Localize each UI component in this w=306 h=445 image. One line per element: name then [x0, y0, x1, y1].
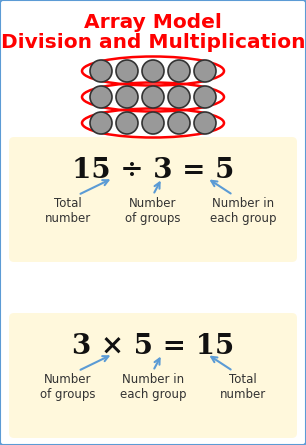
Circle shape	[194, 60, 216, 82]
Circle shape	[194, 112, 216, 134]
FancyBboxPatch shape	[9, 313, 297, 438]
Circle shape	[194, 86, 216, 108]
Text: Number
of groups: Number of groups	[40, 373, 96, 401]
Circle shape	[90, 86, 112, 108]
Text: Division and Multiplication: Division and Multiplication	[1, 32, 305, 52]
Text: 3 × 5 = 15: 3 × 5 = 15	[72, 332, 234, 360]
Circle shape	[142, 112, 164, 134]
Circle shape	[168, 60, 190, 82]
FancyBboxPatch shape	[9, 137, 297, 262]
Text: Total
number: Total number	[220, 373, 266, 401]
Circle shape	[142, 60, 164, 82]
Circle shape	[168, 112, 190, 134]
Circle shape	[116, 112, 138, 134]
Circle shape	[116, 60, 138, 82]
Circle shape	[90, 112, 112, 134]
Circle shape	[142, 86, 164, 108]
Text: 15 ÷ 3 = 5: 15 ÷ 3 = 5	[72, 157, 234, 183]
Circle shape	[116, 86, 138, 108]
Circle shape	[168, 86, 190, 108]
Circle shape	[90, 60, 112, 82]
Text: Number in
each group: Number in each group	[120, 373, 186, 401]
Text: Number
of groups: Number of groups	[125, 197, 181, 225]
Text: Total
number: Total number	[45, 197, 91, 225]
Text: Number in
each group: Number in each group	[210, 197, 276, 225]
Text: Array Model: Array Model	[84, 13, 222, 32]
